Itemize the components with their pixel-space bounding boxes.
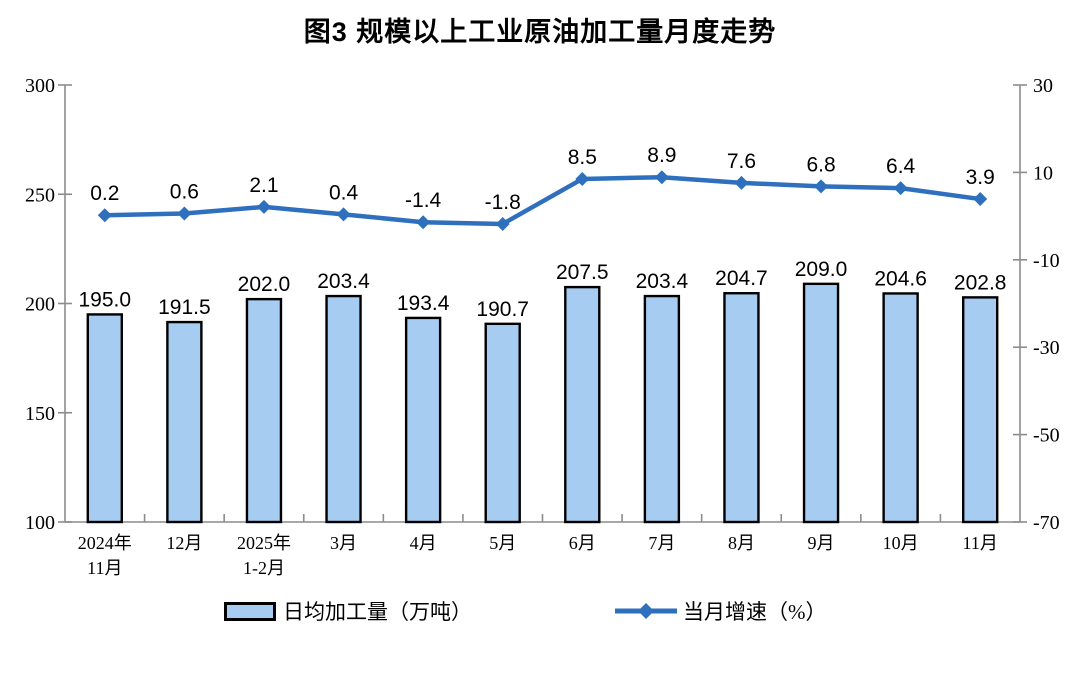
line-value-label-1: 0.6 [170,180,199,203]
x-label-11: 11月 [963,533,998,553]
line-value-label-7: 8.9 [647,144,676,167]
x-label-2: 2025年 1-2月 [237,533,291,578]
line-marker-8 [734,175,749,190]
line-value-label-5: -1.8 [485,191,521,214]
line-value-label-3: 0.4 [329,181,359,204]
line-value-label-6: 8.5 [568,146,597,169]
line-marker-9 [814,179,829,194]
right-axis-tick-label-0: 30 [1033,75,1053,97]
bar-8 [723,292,760,524]
bar-series-label: 日均加工量（万吨） [283,600,472,624]
x-label-1: 12月 [166,533,202,553]
bar-value-label-9: 209.0 [795,258,848,281]
left-axis-tick-label-1: 250 [25,184,55,206]
line-value-label-10: 6.4 [886,155,916,178]
x-label-5: 5月 [489,533,516,553]
legend-item-line-series: 当月增速（%） [614,598,827,624]
left-axis-tick-label-3: 150 [25,403,55,425]
line-marker-0 [97,208,112,223]
bar-7 [643,294,681,524]
chart-canvas: 300 250 200 150 100 30 10 -10 -30 -50 -70 2024年 11月 1… [25,75,1060,578]
bar-value-label-0: 195.0 [79,288,132,311]
left-axis-tick-label-2: 200 [25,294,55,316]
bar-9 [802,282,840,524]
chart-title: 图3 规模以上工业原油加工量月度走势 [303,17,777,47]
right-axis-tick-label-5: -70 [1033,512,1060,534]
right-axis-tick-label-2: -10 [1033,250,1060,272]
bar-value-label-4: 193.4 [397,292,450,315]
bar-value-label-5: 190.7 [476,298,529,321]
legend-item-bar-series: 日均加工量（万吨） [224,598,472,624]
bar-2 [245,297,283,524]
legend: 日均加工量（万吨） 当月增速（%） [0,598,1080,628]
line-marker-1 [177,206,192,221]
line-marker-4 [416,215,431,230]
line-value-label-8: 7.6 [727,150,756,173]
x-label-7: 7月 [648,533,675,553]
bar-5 [484,322,521,524]
line-value-label-0: 0.2 [90,182,119,205]
bar-11 [962,296,999,524]
growth-line [102,174,983,227]
right-axis-tick-label-3: -30 [1033,337,1060,359]
right-axis-tick-label-1: 10 [1033,162,1053,184]
x-label-0: 2024年 11月 [78,533,132,578]
bar-value-label-1: 191.5 [158,296,211,319]
bar-value-label-2: 202.0 [238,273,291,296]
bar-series-swatch-icon [224,601,276,621]
left-axis-tick-label-0: 300 [25,75,55,97]
bar-value-label-10: 204.6 [874,267,927,290]
line-marker-7 [654,170,669,185]
bar-value-label-8: 204.7 [715,267,768,290]
line-marker-3 [336,207,351,222]
line-marker-11 [973,192,988,207]
bar-1 [166,320,203,524]
line-series-label: 当月增速（%） [683,600,827,624]
line-marker-2 [256,199,271,214]
bar-4 [404,316,442,524]
bar-value-label-3: 203.4 [317,270,370,293]
bar-6 [564,285,601,524]
x-label-10: 10月 [883,533,919,553]
right-axis-tick-label-4: -50 [1033,425,1060,447]
bar-value-label-11: 202.8 [954,271,1007,294]
line-marker-6 [575,171,590,186]
bar-3 [325,294,362,524]
line-marker-5 [495,216,510,231]
x-label-4: 4月 [410,533,437,553]
line-value-label-9: 6.8 [806,153,835,176]
line-value-label-11: 3.9 [966,166,995,189]
bar-value-label-6: 207.5 [556,261,609,284]
bar-0 [86,313,123,524]
line-marker-10 [893,181,908,196]
bar-10 [882,292,919,524]
x-label-3: 3月 [330,533,357,553]
line-value-label-2: 2.1 [249,174,278,197]
bar-value-label-7: 203.4 [636,270,689,293]
x-label-6: 6月 [569,533,596,553]
left-axis-tick-label-4: 100 [25,512,55,534]
line-value-label-4: -1.4 [405,189,442,212]
line-series-swatch-icon [615,603,677,619]
x-label-8: 8月 [728,533,755,553]
x-label-9: 9月 [808,533,835,553]
